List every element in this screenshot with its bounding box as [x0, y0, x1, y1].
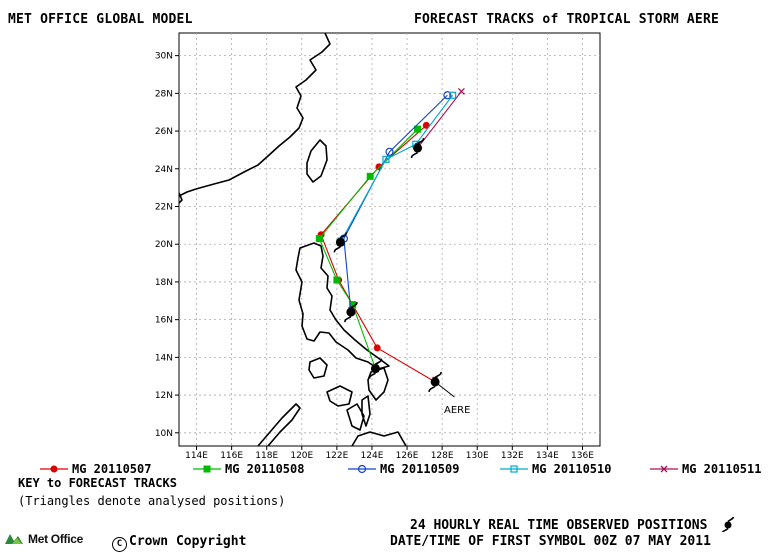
- forecast-point: [414, 125, 422, 133]
- legend-item: MG 20110509: [348, 462, 459, 476]
- taiwan-island: [306, 139, 328, 183]
- legend-label: MG 20110510: [532, 462, 612, 476]
- lon-tick-label: 114E: [185, 451, 208, 461]
- lon-tick-label: 130E: [466, 451, 489, 461]
- met-office-logo-icon: [5, 534, 23, 544]
- map-title-left: MET OFFICE GLOBAL MODEL: [8, 12, 193, 27]
- lat-tick-label: 18N: [155, 278, 173, 288]
- legend-item: MG 20110507: [40, 462, 151, 476]
- legend: MG 20110507 MG 20110508 MG 20110509 MG 2011…: [30, 462, 770, 478]
- lon-tick-label: 132E: [501, 451, 524, 461]
- lat-tick-label: 20N: [155, 240, 173, 250]
- storm-name-label: AERE: [444, 405, 470, 416]
- legend-item: MG 20110510: [500, 462, 611, 476]
- forecast-track-line: [417, 91, 462, 149]
- forecast-point: [333, 276, 341, 284]
- observed-positions-text: 24 HOURLY REAL TIME OBSERVED POSITIONS: [410, 518, 708, 533]
- lat-tick-label: 22N: [155, 202, 173, 212]
- legend-label: MG 20110509: [380, 462, 460, 476]
- lon-tick-label: 126E: [396, 451, 419, 461]
- legend-item: MG 20110508: [193, 462, 304, 476]
- legend-label: MG 20110508: [225, 462, 305, 476]
- forecast-point: [457, 88, 465, 95]
- forecast-point: [315, 235, 323, 243]
- lon-tick-label: 124E: [361, 451, 384, 461]
- lat-tick-label: 26N: [155, 127, 173, 137]
- observed-storm-symbol: [410, 137, 425, 159]
- graticule: 114E 116E 118E 120E 122E 124E 126E 128E 130E 132E…: [155, 33, 600, 461]
- key-note: (Triangles denote analysed positions): [18, 494, 286, 508]
- copyright-notice: C Crown Copyright: [112, 534, 246, 552]
- legend-swatch: [650, 465, 678, 473]
- forecast-point: [449, 91, 457, 99]
- forecast-point: [443, 91, 452, 100]
- lon-tick-label: 134E: [536, 451, 559, 461]
- observed-track: [333, 137, 455, 398]
- mindoro-island: [308, 357, 328, 379]
- legend-swatch: [193, 465, 221, 473]
- lon-tick-label: 116E: [220, 451, 243, 461]
- forecast-track-line: [339, 94, 454, 243]
- met-office-logo: Met Office: [4, 532, 83, 546]
- lat-tick-label: 14N: [155, 353, 173, 363]
- legend-swatch: [348, 464, 376, 474]
- logo-text: Met Office: [28, 532, 84, 546]
- lat-tick-label: 12N: [155, 391, 173, 401]
- legend-item: MG 20110511: [650, 462, 761, 476]
- copyright-text: Crown Copyright: [129, 534, 247, 549]
- forecast-point: [382, 155, 390, 163]
- legend-label: MG 20110511: [682, 462, 762, 476]
- map-frame: [178, 32, 601, 447]
- forecast-track-line: [318, 128, 418, 369]
- lon-tick-label: 122E: [325, 451, 348, 461]
- china-coast: [179, 33, 331, 197]
- legend-swatch: [40, 465, 68, 473]
- legend-label: MG 20110507: [72, 462, 152, 476]
- first-symbol-date: DATE/TIME OF FIRST SYMBOL 00Z 07 MAY 201…: [390, 534, 711, 549]
- lon-tick-label: 120E: [290, 451, 313, 461]
- storm-symbol-icon: [722, 516, 735, 533]
- forecast-point: [366, 172, 374, 180]
- visayas-islands: [326, 385, 371, 431]
- lon-tick-label: 118E: [255, 451, 278, 461]
- observed-storm-symbol: [344, 302, 358, 323]
- china-coast-west: [179, 192, 183, 204]
- observed-storm-symbol: [333, 232, 348, 253]
- forecast-point: [349, 301, 357, 309]
- lon-tick-label: 128E: [431, 451, 454, 461]
- lat-tick-label: 24N: [155, 165, 173, 175]
- lat-tick-label: 10N: [155, 429, 173, 439]
- forecast-point: [385, 147, 394, 156]
- observed-storm-symbol: [428, 371, 442, 392]
- palawan-island: [257, 403, 301, 446]
- lat-tick-label: 16N: [155, 316, 173, 326]
- legend-swatch: [500, 465, 528, 473]
- forecast-point: [373, 344, 381, 352]
- lat-tick-label: 28N: [155, 89, 173, 99]
- observed-storm-symbol: [368, 358, 383, 379]
- samar-island: [367, 367, 389, 401]
- observed-positions-label: 24 HOURLY REAL TIME OBSERVED POSITIONS: [410, 516, 735, 533]
- lon-tick-label: 136E: [571, 451, 594, 461]
- map-title-right: FORECAST TRACKS of TROPICAL STORM AERE: [414, 12, 720, 27]
- key-title: KEY to FORECAST TRACKS: [18, 476, 177, 490]
- lat-tick-label: 30N: [155, 52, 173, 62]
- mindanao-north: [351, 431, 407, 446]
